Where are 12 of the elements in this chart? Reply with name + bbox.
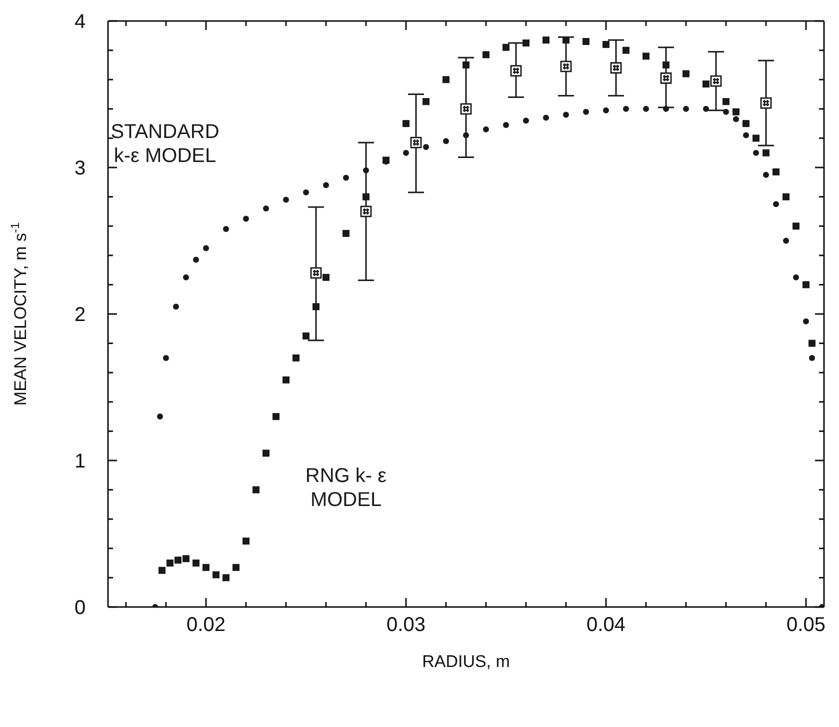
x-tick-label: 0.05 bbox=[786, 614, 826, 636]
text: STANDARD k-ε MODEL bbox=[110, 120, 220, 168]
y-tick-label: 3 bbox=[74, 158, 86, 180]
x-tick-label: 0.03 bbox=[386, 614, 426, 636]
series-label: RNG k- ε MODEL bbox=[304, 464, 388, 512]
y-tick-label: 4 bbox=[74, 11, 86, 33]
x-tick-label: 0.02 bbox=[186, 614, 226, 636]
x-tick-label: 0.04 bbox=[586, 614, 626, 636]
x-axis-title: RADIUS, m bbox=[422, 652, 510, 671]
y-tick-label: 2 bbox=[74, 304, 86, 326]
y-tick-label: 0 bbox=[74, 597, 86, 619]
y-tick-label: 1 bbox=[74, 450, 86, 472]
